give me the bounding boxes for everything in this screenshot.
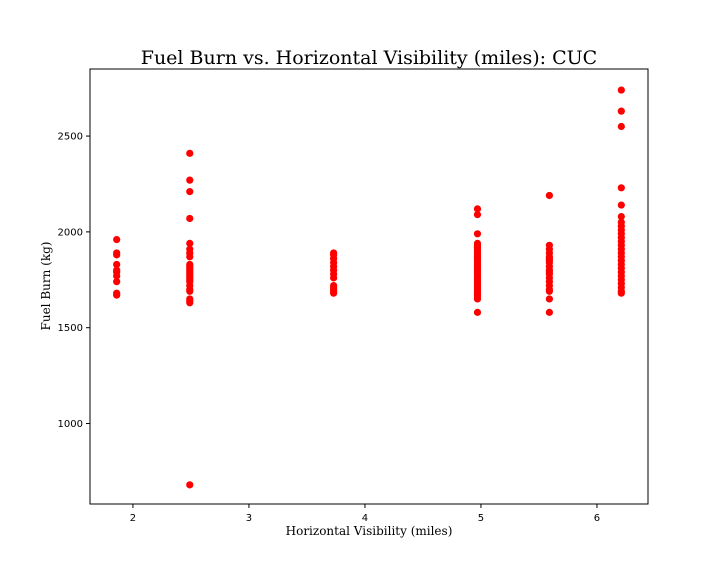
data-point-101 [617, 86, 625, 94]
data-point-104 [617, 184, 625, 192]
data-point-30 [186, 287, 194, 295]
data-point-13 [186, 214, 194, 223]
data-point-49 [473, 211, 482, 219]
data-point-99 [545, 295, 553, 303]
data-point-7 [113, 278, 121, 286]
y-axis-label: Fuel Burn (kg) [39, 242, 53, 331]
data-point-12 [186, 188, 194, 196]
data-point-126 [617, 289, 625, 297]
data-point-2 [113, 251, 121, 259]
data-point-80 [473, 295, 482, 303]
data-point-105 [617, 201, 625, 209]
data-point-14 [186, 239, 194, 247]
data-point-100 [545, 308, 553, 316]
x-tick-label: 3 [246, 513, 252, 524]
data-point-81 [473, 308, 482, 316]
data-point-48 [473, 205, 482, 213]
data-point-103 [617, 122, 625, 131]
data-point-3 [113, 260, 121, 269]
data-point-6 [113, 272, 121, 280]
data-point-10 [186, 149, 194, 157]
y-tick-label: 1500 [58, 323, 83, 334]
data-point-50 [473, 230, 482, 238]
data-point-42 [330, 274, 338, 282]
y-tick-label: 2000 [58, 227, 83, 238]
y-tick-label: 2500 [58, 132, 83, 143]
data-point-11 [186, 176, 194, 184]
x-tick-label: 4 [362, 513, 368, 524]
data-point-9 [113, 291, 121, 299]
plot-frame [89, 68, 649, 505]
data-point-82 [545, 191, 553, 200]
data-point-17 [186, 253, 194, 261]
data-point-47 [330, 289, 338, 297]
data-point-33 [186, 299, 194, 307]
y-axis-ticks: 1000 1500 2000 2500 [58, 132, 90, 430]
x-tick-label: 6 [594, 513, 600, 524]
x-axis-label: Horizontal Visibility (miles) [286, 524, 453, 538]
data-point-34 [186, 481, 194, 489]
chart-title: Fuel Burn vs. Horizontal Visibility (mil… [141, 47, 597, 69]
data-point-0 [113, 235, 121, 244]
x-axis-ticks: 2 3 4 5 6 [130, 504, 600, 524]
x-tick-label: 5 [478, 513, 484, 524]
data-point-102 [617, 107, 625, 115]
data-points [113, 86, 625, 489]
x-tick-label: 2 [130, 513, 136, 524]
data-point-98 [545, 287, 553, 295]
data-point-106 [617, 212, 625, 221]
y-tick-label: 1000 [58, 419, 83, 430]
